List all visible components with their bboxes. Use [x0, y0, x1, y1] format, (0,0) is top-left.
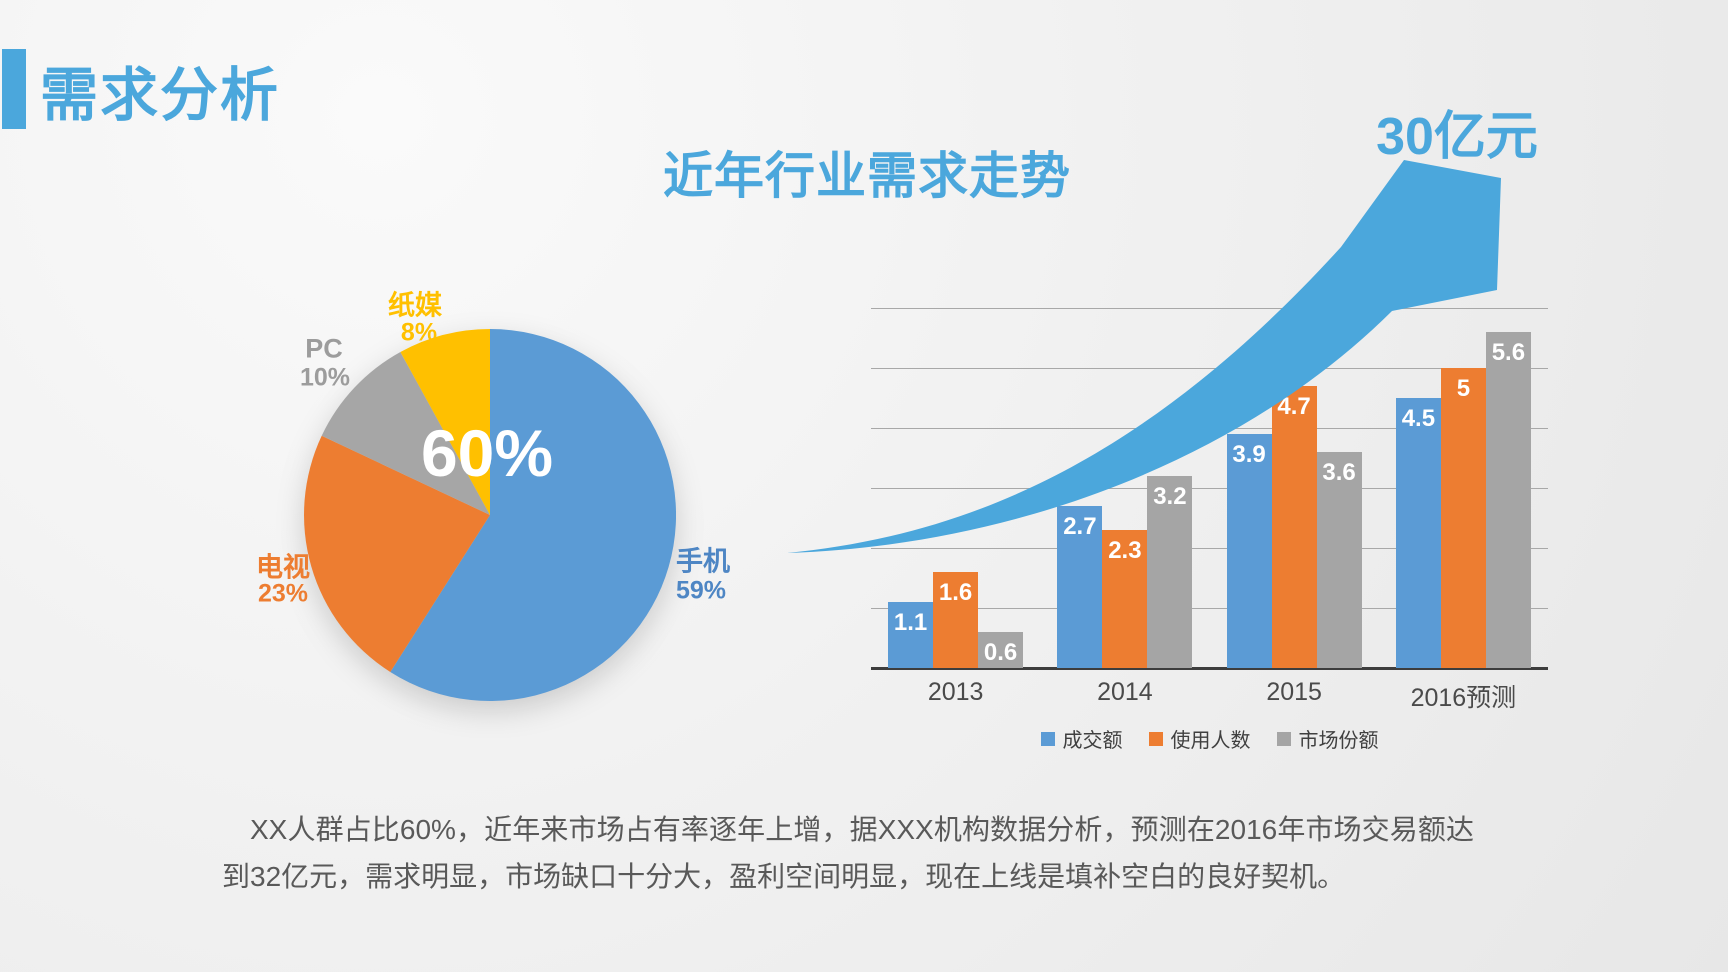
growth-arrow-label: 30亿元 [1376, 108, 1538, 166]
x-axis-label-2013: 2013 [927, 678, 984, 706]
pie-slice-2 [321, 352, 490, 515]
chart-subtitle: 近年行业需求走势 [663, 148, 1071, 204]
bar-2014-成交额: 2.7 [1057, 506, 1103, 668]
gridline-1 [871, 608, 1548, 609]
bar-value-label: 4.5 [1401, 405, 1436, 432]
pie-slice-0 [390, 329, 676, 701]
bar-value-label: 3.2 [1153, 483, 1187, 510]
bar-2014-使用人数: 2.3 [1102, 530, 1148, 668]
legend-label: 使用人数 [1170, 730, 1251, 752]
pie-label-zhimei: 纸媒 [388, 290, 442, 321]
x-axis-label-2014: 2014 [1097, 678, 1153, 706]
x-axis-line [871, 667, 1548, 670]
bar-value-label: 5 [1456, 375, 1471, 402]
bar-2016预测-市场份额: 5.6 [1485, 332, 1531, 668]
bar-2013-成交额: 1.1 [888, 602, 934, 668]
x-axis-label-2015: 2015 [1266, 678, 1322, 706]
bar-value-label: 4.7 [1277, 393, 1311, 420]
legend-swatch [1040, 731, 1055, 746]
gridline-6 [871, 308, 1548, 309]
bar-2013-市场份额: 0.6 [978, 632, 1024, 668]
legend-label: 成交额 [1062, 730, 1123, 752]
title-accent-bar [2, 49, 26, 129]
legend-item-成交额: 成交额 [1040, 724, 1123, 753]
bar-2013-使用人数: 1.6 [933, 572, 979, 668]
bar-value-label: 2.3 [1108, 537, 1142, 564]
legend-item-市场份额: 市场份额 [1276, 724, 1379, 753]
x-axis-label-2016预测: 2016预测 [1410, 684, 1517, 712]
legend-swatch [1276, 731, 1291, 746]
bar-value-label: 0.6 [983, 639, 1018, 666]
pie-pct-shouji: 59% [675, 576, 727, 605]
pie-pct-pc: 10% [299, 363, 351, 392]
description-paragraph: XX人群占比60%，近年来市场占有率逐年上增，据XXX机构数据分析，预测在201… [222, 814, 1474, 892]
legend-item-使用人数: 使用人数 [1148, 724, 1251, 753]
bar-2015-成交额: 3.9 [1226, 434, 1272, 668]
bar-2015-市场份额: 3.6 [1316, 452, 1362, 668]
pie-chart [304, 329, 676, 701]
bar-chart-plot: 1.1 1.6 0.6 2.7 2.3 3.2 3.9 4.7 3.6 4.5 5 5.6 [871, 308, 1548, 670]
pie-pct-zhimei: 8% [400, 318, 438, 347]
bar-value-label: 5.6 [1491, 339, 1526, 366]
page-title: 需求分析 [40, 63, 281, 128]
bar-value-label: 2.7 [1063, 513, 1097, 540]
bar-2016预测-成交额: 4.5 [1395, 398, 1441, 668]
pie-label-shouji: 手机 [676, 546, 730, 577]
bar-2016预测-使用人数: 5 [1440, 368, 1486, 668]
bar-value-label: 3.9 [1232, 441, 1266, 468]
pie-pct-dianshi: 23% [257, 579, 309, 608]
pie-center-label: 60% [420, 416, 554, 490]
x-axis-labels: 2013 2014 2015 2016预测 [871, 678, 1548, 714]
bar-2014-市场份额: 3.2 [1147, 476, 1193, 668]
pie-slice-3 [400, 329, 490, 515]
bar-value-label: 3.6 [1322, 459, 1356, 486]
bar-value-label: 1.1 [893, 609, 928, 636]
legend-label: 市场份额 [1298, 730, 1379, 752]
bar-value-label: 1.6 [938, 579, 973, 606]
pie-label-pc: PC [305, 333, 343, 364]
pie-label-dianshi: 电视 [256, 552, 310, 583]
legend-swatch [1148, 731, 1163, 746]
pie-slice-1 [304, 435, 490, 672]
bar-2015-使用人数: 4.7 [1271, 386, 1317, 668]
chart-legend: 成交额 使用人数 市场份额 [871, 724, 1548, 753]
